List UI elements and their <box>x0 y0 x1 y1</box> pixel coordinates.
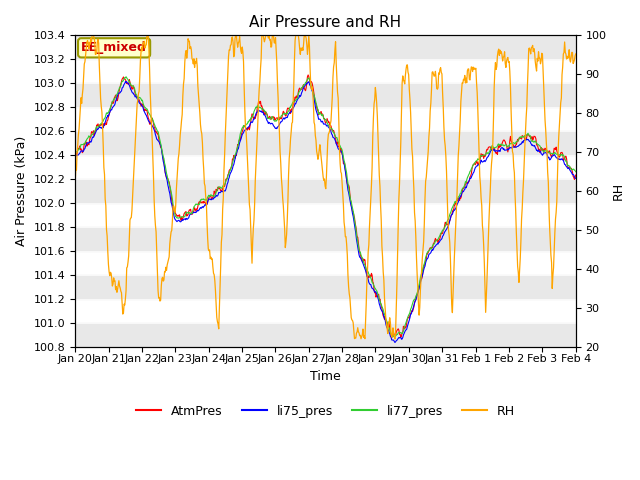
Y-axis label: Air Pressure (kPa): Air Pressure (kPa) <box>15 136 28 246</box>
Bar <box>75 323 576 347</box>
Bar <box>75 36 576 60</box>
Bar <box>75 275 576 299</box>
Bar <box>75 227 576 251</box>
Text: EE_mixed: EE_mixed <box>81 41 147 54</box>
Bar <box>75 131 576 155</box>
Bar <box>75 83 576 107</box>
Title: Air Pressure and RH: Air Pressure and RH <box>250 15 401 30</box>
X-axis label: Time: Time <box>310 370 341 383</box>
Bar <box>75 179 576 203</box>
Legend: AtmPres, li75_pres, li77_pres, RH: AtmPres, li75_pres, li77_pres, RH <box>131 400 520 423</box>
Y-axis label: RH: RH <box>612 182 625 200</box>
